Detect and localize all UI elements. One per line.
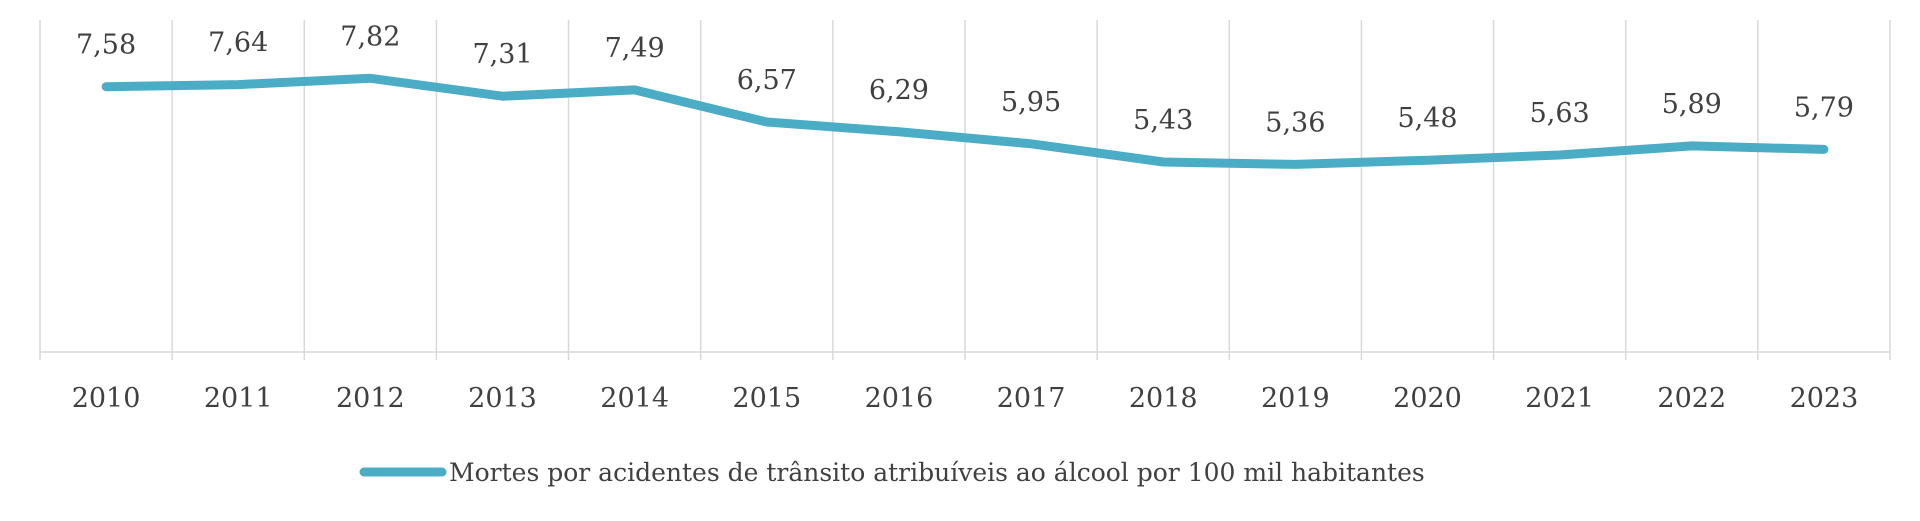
legend-label: Mortes por acidentes de trânsito atribuí… (449, 458, 1425, 487)
grid-lines (39, 20, 1891, 352)
x-tick-label: 2022 (1657, 383, 1726, 414)
x-tick-label: 2023 (1790, 383, 1859, 414)
data-label: 7,82 (340, 21, 400, 52)
data-labels: 7,58 7,64 7,82 7,31 7,49 6,57 6,29 5,95 5,43 5,36… (76, 21, 1854, 138)
series-line (101, 73, 1829, 169)
x-tick-label: 2011 (204, 383, 273, 414)
x-tick-label: 2015 (732, 383, 801, 414)
x-tick-label: 2021 (1525, 383, 1594, 414)
data-label: 5,36 (1265, 107, 1325, 138)
series-layer (101, 73, 1829, 169)
x-tick-label: 2016 (865, 383, 934, 414)
legend: Mortes por acidentes de trânsito atribuí… (359, 458, 1425, 487)
data-label: 5,95 (1001, 87, 1061, 118)
x-tick-label: 2019 (1261, 383, 1330, 414)
data-label: 5,79 (1794, 92, 1854, 123)
x-tick-label: 2017 (997, 383, 1066, 414)
data-label: 5,43 (1133, 105, 1193, 136)
x-tick-label: 2010 (72, 383, 141, 414)
data-label: 7,31 (472, 39, 532, 70)
data-label: 5,48 (1397, 103, 1457, 134)
data-label: 7,58 (76, 30, 136, 61)
x-tick-label: 2013 (468, 383, 537, 414)
x-tick-label: 2018 (1129, 383, 1198, 414)
x-tick-label: 2020 (1393, 383, 1462, 414)
data-label: 5,63 (1530, 98, 1590, 129)
x-tick-label: 2012 (336, 383, 405, 414)
data-label: 5,89 (1662, 89, 1722, 120)
data-label: 6,57 (737, 65, 797, 96)
data-label: 7,49 (605, 33, 665, 64)
data-label: 7,64 (208, 28, 268, 59)
x-axis: 2010 2011 2012 2013 2014 2015 2016 2017 2018 2019… (39, 351, 1891, 414)
x-tick-label: 2014 (600, 383, 669, 414)
data-label: 6,29 (869, 75, 929, 106)
